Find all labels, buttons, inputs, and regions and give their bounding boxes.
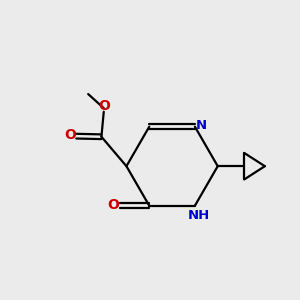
Text: O: O [107, 198, 119, 212]
Text: NH: NH [187, 208, 210, 222]
Text: O: O [98, 99, 110, 113]
Text: N: N [196, 119, 207, 132]
Text: O: O [64, 128, 76, 142]
